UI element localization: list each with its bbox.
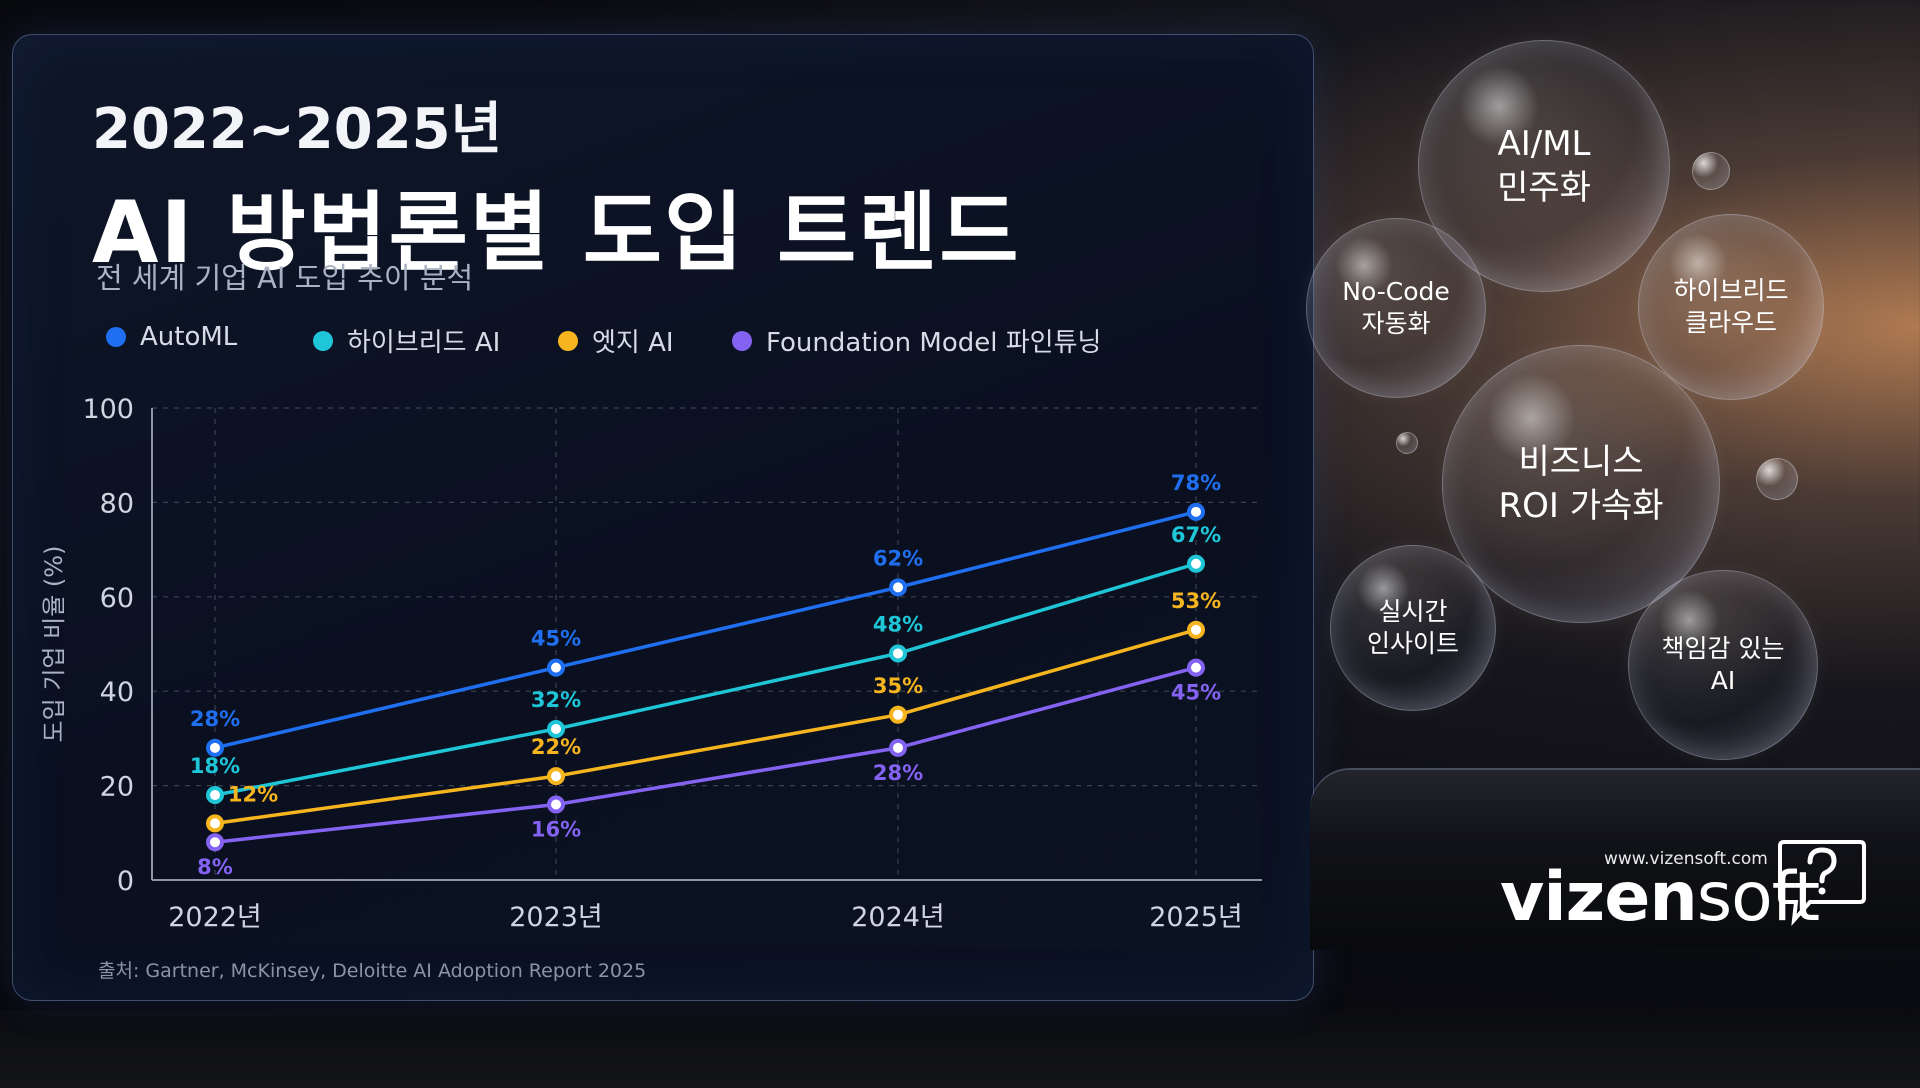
legend-marker-automl	[106, 327, 126, 347]
data-label: 12%	[228, 782, 278, 806]
data-point	[206, 786, 224, 805]
data-label: 45%	[1171, 681, 1221, 705]
data-point	[547, 719, 565, 738]
data-label: 22%	[531, 735, 581, 759]
data-label: 67%	[1171, 523, 1221, 547]
legend-item-automl: AutoML	[106, 322, 237, 352]
legend-item-foundation: Foundation Model 파인튜닝	[732, 322, 1101, 359]
data-point	[547, 658, 565, 677]
y-tick-label: 100	[82, 394, 134, 425]
bubble-business-roi: 비즈니스 ROI 가속화	[1442, 345, 1720, 623]
data-label: 28%	[873, 761, 923, 785]
bubble-label-realtime: 실시간 인사이트	[1366, 596, 1459, 659]
data-label: 62%	[873, 546, 923, 570]
data-point	[1187, 502, 1205, 521]
data-label: 18%	[190, 754, 240, 778]
data-label: 53%	[1171, 589, 1221, 613]
bubble-responsible-ai: 책임감 있는 AI	[1628, 570, 1818, 760]
brand-name-light: soft	[1696, 858, 1820, 937]
legend-label-edge: 엣지 AI	[592, 328, 674, 358]
data-label: 8%	[197, 855, 233, 879]
page-title: AI 방법론별 도입 트렌드	[92, 183, 1021, 283]
data-label: 16%	[531, 817, 581, 841]
data-label: 28%	[190, 707, 240, 731]
brand-name-bold: vizen	[1500, 858, 1698, 937]
data-point	[206, 833, 224, 852]
bubble-label-nocode: No-Code 자동화	[1342, 276, 1450, 339]
display-pedestal	[1310, 770, 1920, 950]
bubble-droplet	[1756, 458, 1798, 500]
series-line	[214, 665, 1197, 844]
data-point	[547, 795, 565, 814]
page-subtitle: 전 세계 기업 AI 도입 추이 분석	[96, 261, 474, 295]
data-label: 78%	[1171, 471, 1221, 495]
data-point	[889, 705, 907, 724]
legend-item-edge: 엣지 AI	[558, 322, 674, 359]
data-point	[1187, 554, 1205, 573]
series-line	[214, 628, 1197, 826]
source-note: 출처: Gartner, McKinsey, Deloitte AI Adopt…	[98, 960, 647, 982]
bubble-label-responsible: 책임감 있는 AI	[1661, 633, 1785, 696]
bubble-nocode-automation: No-Code 자동화	[1306, 218, 1486, 398]
legend-label-hybrid: 하이브리드 AI	[347, 328, 501, 358]
bubble-label-roi: 비즈니스 ROI 가속화	[1498, 441, 1664, 526]
x-tick-label: 2024년	[851, 902, 945, 933]
floor-surface	[0, 1010, 1920, 1088]
page-title-years: 2022~2025년	[92, 97, 503, 162]
data-point	[206, 814, 224, 833]
bubble-hybrid-cloud: 하이브리드 클라우드	[1638, 214, 1824, 400]
data-point	[889, 578, 907, 597]
x-tick-label: 2023년	[509, 902, 603, 933]
y-tick-label: 60	[100, 583, 134, 614]
bubble-droplet	[1692, 152, 1730, 190]
brand-url: www.vizensoft.com	[1604, 849, 1768, 869]
question-bubble-icon	[1778, 840, 1866, 927]
data-point	[1187, 620, 1205, 639]
legend-item-hybrid: 하이브리드 AI	[313, 322, 500, 359]
x-tick-label: 2022년	[168, 902, 262, 933]
bubble-realtime-insight: 실시간 인사이트	[1330, 545, 1496, 711]
y-axis-label: 도입 기업 비율 (%)	[40, 546, 68, 743]
data-point	[889, 644, 907, 663]
y-tick-label: 0	[117, 866, 134, 897]
legend-marker-foundation	[732, 330, 752, 351]
legend-marker-hybrid	[313, 330, 333, 351]
data-point	[547, 767, 565, 786]
series-line	[214, 510, 1197, 750]
line-chart: 0 20 40 60 80 100 2022년 2023년 2024년 2025년 도입 기업 비율…	[40, 394, 1262, 933]
data-point	[206, 738, 224, 757]
bubble-droplet	[1396, 432, 1418, 454]
data-label: 35%	[873, 674, 923, 698]
x-tick-label: 2025년	[1149, 902, 1243, 933]
data-point	[1187, 658, 1205, 677]
data-point	[889, 738, 907, 757]
data-label: 48%	[873, 612, 923, 636]
y-tick-label: 40	[100, 677, 134, 708]
data-label: 45%	[531, 627, 581, 651]
legend-label-foundation: Foundation Model 파인튜닝	[766, 328, 1102, 358]
data-label: 32%	[531, 688, 581, 712]
brand-logo-text: vizensoft	[1500, 858, 1820, 937]
series-line	[214, 562, 1197, 797]
legend-marker-edge	[558, 330, 578, 351]
bubble-label-hybrid-cloud: 하이브리드 클라우드	[1673, 275, 1789, 338]
legend-label-automl: AutoML	[140, 322, 238, 352]
bubble-label-democratization: AI/ML 민주화	[1497, 123, 1591, 208]
y-tick-label: 20	[100, 772, 134, 803]
y-tick-label: 80	[100, 488, 134, 519]
